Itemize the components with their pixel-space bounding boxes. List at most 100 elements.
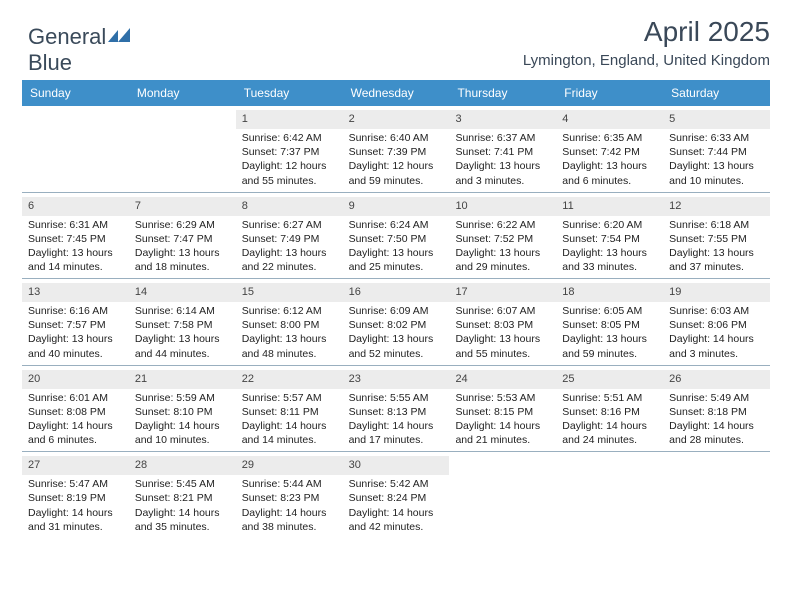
week-row: ..1Sunrise: 6:42 AMSunset: 7:37 PMDaylig…	[22, 106, 770, 192]
week-row: 27Sunrise: 5:47 AMSunset: 8:19 PMDayligh…	[22, 452, 770, 538]
day-cell: 8Sunrise: 6:27 AMSunset: 7:49 PMDaylight…	[236, 193, 343, 279]
day-cell: 24Sunrise: 5:53 AMSunset: 8:15 PMDayligh…	[449, 366, 556, 452]
day-number: 10	[449, 197, 556, 216]
daylight-text: Daylight: 13 hours and 52 minutes.	[349, 332, 444, 360]
day-number: 17	[449, 283, 556, 302]
sunset-text: Sunset: 7:42 PM	[562, 145, 657, 159]
weekday-header: Tuesday	[236, 80, 343, 106]
sunrise-text: Sunrise: 6:35 AM	[562, 131, 657, 145]
daylight-text: Daylight: 14 hours and 6 minutes.	[28, 419, 123, 447]
sunset-text: Sunset: 7:44 PM	[669, 145, 764, 159]
day-cell-empty: .	[449, 452, 556, 538]
day-cell: 26Sunrise: 5:49 AMSunset: 8:18 PMDayligh…	[663, 366, 770, 452]
sunrise-text: Sunrise: 5:49 AM	[669, 391, 764, 405]
weekday-header: Monday	[129, 80, 236, 106]
day-number: 9	[343, 197, 450, 216]
daylight-text: Daylight: 13 hours and 59 minutes.	[562, 332, 657, 360]
daylight-text: Daylight: 13 hours and 29 minutes.	[455, 246, 550, 274]
day-number: 21	[129, 370, 236, 389]
sunrise-text: Sunrise: 6:20 AM	[562, 218, 657, 232]
daylight-text: Daylight: 14 hours and 10 minutes.	[135, 419, 230, 447]
day-number: 29	[236, 456, 343, 475]
sunrise-text: Sunrise: 6:12 AM	[242, 304, 337, 318]
day-number: 18	[556, 283, 663, 302]
week-row: 6Sunrise: 6:31 AMSunset: 7:45 PMDaylight…	[22, 193, 770, 279]
weekday-header: Thursday	[449, 80, 556, 106]
sunset-text: Sunset: 7:52 PM	[455, 232, 550, 246]
sunset-text: Sunset: 7:54 PM	[562, 232, 657, 246]
weekday-header: Saturday	[663, 80, 770, 106]
day-cell: 13Sunrise: 6:16 AMSunset: 7:57 PMDayligh…	[22, 279, 129, 365]
day-number: 24	[449, 370, 556, 389]
daylight-text: Daylight: 13 hours and 3 minutes.	[455, 159, 550, 187]
day-number: 26	[663, 370, 770, 389]
daylight-text: Daylight: 14 hours and 14 minutes.	[242, 419, 337, 447]
sunrise-text: Sunrise: 5:53 AM	[455, 391, 550, 405]
day-number: 19	[663, 283, 770, 302]
sunset-text: Sunset: 7:58 PM	[135, 318, 230, 332]
sunset-text: Sunset: 7:41 PM	[455, 145, 550, 159]
day-cell: 29Sunrise: 5:44 AMSunset: 8:23 PMDayligh…	[236, 452, 343, 538]
page-title: April 2025	[523, 16, 770, 48]
day-cell-empty: .	[22, 106, 129, 192]
weekday-header: Sunday	[22, 80, 129, 106]
daylight-text: Daylight: 13 hours and 33 minutes.	[562, 246, 657, 274]
sunset-text: Sunset: 7:49 PM	[242, 232, 337, 246]
logo: GeneralBlue	[28, 22, 130, 76]
daylight-text: Daylight: 13 hours and 55 minutes.	[455, 332, 550, 360]
day-number: 8	[236, 197, 343, 216]
sunset-text: Sunset: 7:37 PM	[242, 145, 337, 159]
day-cell-empty: .	[663, 452, 770, 538]
sunset-text: Sunset: 8:24 PM	[349, 491, 444, 505]
sunset-text: Sunset: 8:15 PM	[455, 405, 550, 419]
day-cell: 20Sunrise: 6:01 AMSunset: 8:08 PMDayligh…	[22, 366, 129, 452]
logo-text-1: General	[28, 24, 106, 49]
day-number: 7	[129, 197, 236, 216]
week-separator	[22, 192, 770, 193]
sunrise-text: Sunrise: 6:40 AM	[349, 131, 444, 145]
day-cell: 23Sunrise: 5:55 AMSunset: 8:13 PMDayligh…	[343, 366, 450, 452]
day-cell: 5Sunrise: 6:33 AMSunset: 7:44 PMDaylight…	[663, 106, 770, 192]
sunset-text: Sunset: 8:05 PM	[562, 318, 657, 332]
sunrise-text: Sunrise: 6:22 AM	[455, 218, 550, 232]
day-number: 6	[22, 197, 129, 216]
sunset-text: Sunset: 7:39 PM	[349, 145, 444, 159]
daylight-text: Daylight: 14 hours and 28 minutes.	[669, 419, 764, 447]
daylight-text: Daylight: 12 hours and 59 minutes.	[349, 159, 444, 187]
day-cell: 18Sunrise: 6:05 AMSunset: 8:05 PMDayligh…	[556, 279, 663, 365]
sunrise-text: Sunrise: 5:45 AM	[135, 477, 230, 491]
sunrise-text: Sunrise: 6:14 AM	[135, 304, 230, 318]
day-cell: 7Sunrise: 6:29 AMSunset: 7:47 PMDaylight…	[129, 193, 236, 279]
daylight-text: Daylight: 13 hours and 18 minutes.	[135, 246, 230, 274]
sunrise-text: Sunrise: 6:27 AM	[242, 218, 337, 232]
sunset-text: Sunset: 8:23 PM	[242, 491, 337, 505]
sunrise-text: Sunrise: 5:55 AM	[349, 391, 444, 405]
sunrise-text: Sunrise: 6:33 AM	[669, 131, 764, 145]
sunrise-text: Sunrise: 6:18 AM	[669, 218, 764, 232]
sunset-text: Sunset: 8:00 PM	[242, 318, 337, 332]
weekday-header: Wednesday	[343, 80, 450, 106]
daylight-text: Daylight: 14 hours and 31 minutes.	[28, 506, 123, 534]
daylight-text: Daylight: 14 hours and 3 minutes.	[669, 332, 764, 360]
day-number: 22	[236, 370, 343, 389]
day-cell: 11Sunrise: 6:20 AMSunset: 7:54 PMDayligh…	[556, 193, 663, 279]
sunset-text: Sunset: 8:02 PM	[349, 318, 444, 332]
day-cell-empty: .	[556, 452, 663, 538]
day-number: 5	[663, 110, 770, 129]
sunrise-text: Sunrise: 5:42 AM	[349, 477, 444, 491]
day-cell: 28Sunrise: 5:45 AMSunset: 8:21 PMDayligh…	[129, 452, 236, 538]
sunrise-text: Sunrise: 6:24 AM	[349, 218, 444, 232]
day-cell: 12Sunrise: 6:18 AMSunset: 7:55 PMDayligh…	[663, 193, 770, 279]
day-number: 23	[343, 370, 450, 389]
daylight-text: Daylight: 13 hours and 44 minutes.	[135, 332, 230, 360]
daylight-text: Daylight: 13 hours and 48 minutes.	[242, 332, 337, 360]
sunrise-text: Sunrise: 6:07 AM	[455, 304, 550, 318]
daylight-text: Daylight: 14 hours and 42 minutes.	[349, 506, 444, 534]
daylight-text: Daylight: 13 hours and 25 minutes.	[349, 246, 444, 274]
day-cell-empty: .	[129, 106, 236, 192]
sunrise-text: Sunrise: 6:42 AM	[242, 131, 337, 145]
sunrise-text: Sunrise: 6:31 AM	[28, 218, 123, 232]
sunset-text: Sunset: 7:47 PM	[135, 232, 230, 246]
daylight-text: Daylight: 14 hours and 35 minutes.	[135, 506, 230, 534]
day-number: 16	[343, 283, 450, 302]
